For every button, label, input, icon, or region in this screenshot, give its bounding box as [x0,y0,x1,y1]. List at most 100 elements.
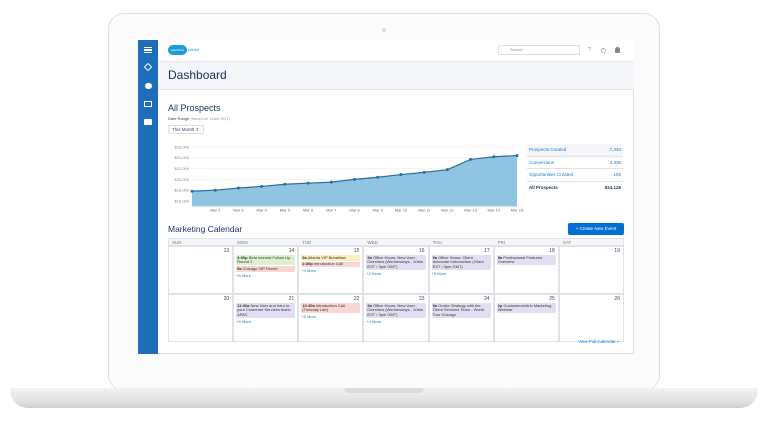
camera [382,28,386,32]
stats-label[interactable]: Conversions [529,159,555,165]
event-title: Professional Features Overview [497,254,543,265]
help-icon[interactable]: ? [588,47,591,53]
event-title: Onsite Strategy with the Client Services… [432,302,484,317]
day-cell: 22 10:30a Introduction Call (Tuesday Lab)… [298,294,364,342]
event-title: New User and Intro to your Customer Serv… [237,302,291,317]
day-cell: 17 9a Office Hours: Client Advocate Intro… [428,246,494,294]
event-time: 2:30p [302,261,313,267]
more-link[interactable]: +5 More [236,272,251,278]
stats-row: Opportunities Created 158 [527,169,623,182]
point [469,157,473,161]
stats-label[interactable]: All Prospects [529,184,558,190]
view-full-calendar[interactable]: View Full Calendar » [578,339,620,344]
stats-row: All Prospects 524,128 [527,182,623,194]
x-tick-label: Mar 3 [233,207,244,212]
stats-value: 524,128 [604,184,621,190]
stats-value: 158 [613,172,621,177]
more-link[interactable]: +5 More [431,270,447,276]
day-cell: 25 1p Customercentric Marketing Webinar [493,294,559,342]
more-link[interactable]: +5 More [236,318,251,324]
nav-icon[interactable] [144,101,152,107]
more-link[interactable]: +4 More [366,318,382,324]
point [422,170,426,174]
point [376,175,380,179]
search-box[interactable] [498,45,580,55]
event-title: Introduction Call [313,261,343,267]
day-name: THU [432,240,442,245]
day-cell: 13 [168,246,234,294]
event-time: 9a [302,254,307,260]
more-link[interactable]: +4 More [301,268,317,274]
stats-table: Prospects Created 7,440 Conversions 4,336 Op… [527,144,623,193]
product: pardot [188,47,200,52]
stats-value: 4,336 [609,159,621,165]
x-tick-label: Mar 11 [418,207,431,212]
day-number: 20 [223,296,230,302]
event[interactable]: 9a Professional Features Overview [496,254,556,266]
x-tick-label: Mar 6 [303,207,314,212]
day-number: 15 [353,248,360,254]
point [190,189,194,193]
event[interactable]: 3:00p Beta Interest Follow Up - Round 1 [236,254,296,266]
x-tick-label: Mar 12 [441,207,454,212]
user-icon[interactable] [615,47,620,53]
day-number: 13 [223,248,230,254]
day-cell: 26 [558,294,624,342]
point [353,177,356,181]
event-time: 9a [367,254,372,260]
logo[interactable]: salesforce [168,45,187,55]
x-tick-label: Mar 14 [488,207,501,212]
day-number: 22 [353,296,360,302]
stats-row: Conversions 4,336 [527,157,623,169]
day-cell: 19 [558,246,624,294]
event[interactable]: 1p Customercentric Marketing Webinar [496,302,556,314]
more-link[interactable]: +5 More [301,314,317,320]
day-cell: 23 9a Office Hours: New User Overview (We… [363,294,429,342]
event[interactable]: 2:30p Introduction Call [301,261,361,268]
day-number: 18 [549,248,555,254]
more-link[interactable]: +2 More [366,270,382,276]
event-title: Office Hours: New User Overview (Wednesd… [367,254,424,269]
event[interactable]: 9a Chicago VIP Dinner [236,266,296,272]
x-tick-label: Mar 2 [210,207,221,212]
event[interactable]: 9a Atlanta VIP Breakfast [301,254,361,261]
event[interactable]: 9a Onsite Strategy with the Client Servi… [431,302,491,318]
create-event-button[interactable]: + Create New Event [568,223,624,235]
event-time: 1p [497,302,503,308]
stats-row: Prospects Created 7,440 [527,144,623,157]
event[interactable]: 9a Office Hours: New User Overview (Wedn… [366,254,426,270]
date-range-label-text: Date Range [168,116,190,121]
event[interactable]: 10:30a Introduction Call (Tuesday Lab) [301,302,361,314]
event-title: Office Hours: Client Advocate Introducti… [432,254,484,269]
event-title: Beta Interest Follow Up - Round 1 [237,254,293,265]
day-number: 21 [288,296,295,302]
settings-icon[interactable] [601,48,606,53]
point [213,188,217,192]
date-range-select[interactable]: This Month ⇕ [168,125,204,134]
point [399,173,403,177]
day-name: SUN [172,240,182,245]
x-tick-label: Mar 4 [257,207,268,212]
menu-icon[interactable] [144,47,152,53]
stats-label[interactable]: Opportunities Created [529,172,574,177]
menu-icon-mid [144,49,152,51]
point [492,155,496,159]
event-title: Introduction Call (Tuesday Lab) [302,302,345,313]
stats-label[interactable]: Prospects Created [529,147,567,152]
date-range-note: (based on 12am EDT) [190,116,230,121]
y-tick-label: $16,000 [175,198,190,203]
date-range-label: Date Range (based on 12am EDT) [168,116,230,121]
chart: $16,000 $18,000 $20,000 $22,000 $24,000 $26,0… [175,144,524,212]
event-time: 9a [497,254,503,260]
event[interactable]: 9a Office Hours: Client Advocate Introdu… [431,254,491,270]
y-tick-label: $24,000 [175,155,190,160]
event-time: 3:00p [237,254,248,260]
event[interactable]: 11:30a New User and Intro to your Custom… [236,302,296,318]
point [329,180,333,184]
page-header [158,62,634,90]
point [515,154,519,158]
day-number: 24 [484,296,490,302]
event[interactable]: 9a Office Hours: New User Overview (Wedn… [366,303,426,318]
nav-icon[interactable] [144,119,152,125]
nav-icon[interactable] [145,83,152,89]
